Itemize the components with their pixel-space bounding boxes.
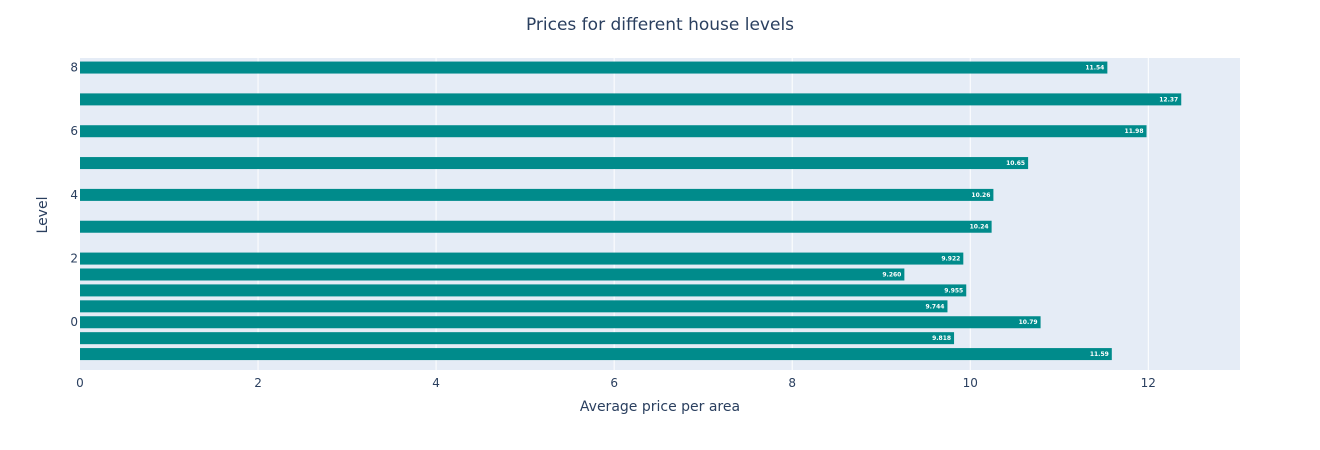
x-axis-ticks: 0 2 4 6 8 10 12 (76, 376, 1156, 390)
bar (80, 348, 1112, 361)
bar-value-label: 10.65 (1006, 160, 1025, 167)
bar-value-label: 10.26 (971, 192, 990, 199)
x-tick-label: 8 (788, 376, 796, 390)
y-axis-ticks: 0 2 4 6 8 (70, 61, 78, 330)
bar (80, 220, 992, 233)
bar (80, 284, 967, 297)
chart-title: Prices for different house levels (526, 15, 794, 35)
bar (80, 61, 1108, 74)
bar (80, 93, 1182, 106)
y-tick-label: 6 (70, 124, 78, 138)
y-tick-label: 2 (70, 252, 78, 266)
bar-value-label: 9.818 (932, 335, 951, 342)
bar-value-label: 10.79 (1019, 319, 1038, 326)
bar-value-label: 9.260 (882, 271, 901, 278)
bar (80, 157, 1029, 170)
bar-value-label: 9.744 (925, 303, 944, 310)
bar (80, 300, 948, 313)
x-tick-label: 6 (610, 376, 618, 390)
x-tick-label: 10 (963, 376, 978, 390)
bar (80, 252, 964, 265)
bar (80, 316, 1041, 329)
bar (80, 125, 1147, 138)
bar-value-label: 11.98 (1125, 128, 1144, 135)
bar (80, 188, 994, 201)
bar (80, 268, 905, 281)
x-tick-label: 12 (1141, 376, 1156, 390)
bars (80, 61, 1182, 361)
x-tick-label: 0 (76, 376, 84, 390)
y-tick-label: 4 (70, 188, 78, 202)
bar-value-label: 9.922 (941, 256, 960, 263)
x-tick-label: 2 (254, 376, 262, 390)
y-tick-label: 0 (70, 315, 78, 329)
bar (80, 332, 955, 345)
bar-value-label: 11.59 (1090, 351, 1109, 358)
bar-value-label: 12.37 (1159, 96, 1178, 103)
gridlines (257, 58, 1149, 370)
x-axis-title: Average price per area (580, 399, 740, 415)
x-tick-label: 4 (432, 376, 440, 390)
y-axis-title: Level (35, 197, 51, 234)
bar-value-label: 11.54 (1085, 65, 1104, 72)
y-tick-label: 8 (70, 61, 78, 75)
bar-labels: 11.59 9.818 10.79 9.744 9.955 9.260 9.922 10.24… (882, 65, 1178, 359)
bar-value-label: 9.955 (944, 287, 963, 294)
bar-value-label: 10.24 (970, 224, 989, 231)
